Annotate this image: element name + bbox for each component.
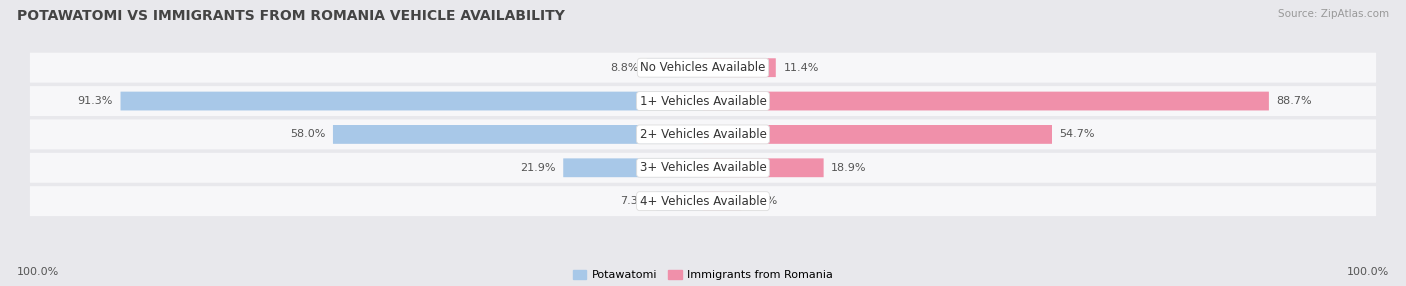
Text: Source: ZipAtlas.com: Source: ZipAtlas.com xyxy=(1278,9,1389,19)
Text: 4+ Vehicles Available: 4+ Vehicles Available xyxy=(640,195,766,208)
FancyBboxPatch shape xyxy=(333,125,703,144)
Text: 21.9%: 21.9% xyxy=(520,163,555,173)
FancyBboxPatch shape xyxy=(703,158,824,177)
FancyBboxPatch shape xyxy=(703,58,776,77)
FancyBboxPatch shape xyxy=(27,117,1379,152)
FancyBboxPatch shape xyxy=(703,92,1268,110)
FancyBboxPatch shape xyxy=(30,53,1376,83)
Text: 2+ Vehicles Available: 2+ Vehicles Available xyxy=(640,128,766,141)
FancyBboxPatch shape xyxy=(657,192,703,210)
Text: 11.4%: 11.4% xyxy=(783,63,818,73)
Legend: Potawatomi, Immigrants from Romania: Potawatomi, Immigrants from Romania xyxy=(572,270,834,281)
FancyBboxPatch shape xyxy=(121,92,703,110)
FancyBboxPatch shape xyxy=(647,58,703,77)
Text: 6.0%: 6.0% xyxy=(749,196,778,206)
Text: 91.3%: 91.3% xyxy=(77,96,112,106)
FancyBboxPatch shape xyxy=(27,184,1379,218)
Text: 100.0%: 100.0% xyxy=(17,267,59,277)
FancyBboxPatch shape xyxy=(27,51,1379,85)
FancyBboxPatch shape xyxy=(30,186,1376,216)
FancyBboxPatch shape xyxy=(703,192,741,210)
FancyBboxPatch shape xyxy=(30,153,1376,183)
FancyBboxPatch shape xyxy=(30,120,1376,149)
FancyBboxPatch shape xyxy=(564,158,703,177)
Text: 58.0%: 58.0% xyxy=(290,130,325,139)
FancyBboxPatch shape xyxy=(30,86,1376,116)
Text: POTAWATOMI VS IMMIGRANTS FROM ROMANIA VEHICLE AVAILABILITY: POTAWATOMI VS IMMIGRANTS FROM ROMANIA VE… xyxy=(17,9,565,23)
Text: 100.0%: 100.0% xyxy=(1347,267,1389,277)
Text: 7.3%: 7.3% xyxy=(620,196,648,206)
FancyBboxPatch shape xyxy=(27,151,1379,185)
Text: 1+ Vehicles Available: 1+ Vehicles Available xyxy=(640,95,766,108)
Text: No Vehicles Available: No Vehicles Available xyxy=(640,61,766,74)
Text: 18.9%: 18.9% xyxy=(831,163,866,173)
Text: 88.7%: 88.7% xyxy=(1277,96,1312,106)
Text: 3+ Vehicles Available: 3+ Vehicles Available xyxy=(640,161,766,174)
Text: 54.7%: 54.7% xyxy=(1060,130,1095,139)
FancyBboxPatch shape xyxy=(27,84,1379,118)
FancyBboxPatch shape xyxy=(703,125,1052,144)
Text: 8.8%: 8.8% xyxy=(610,63,640,73)
